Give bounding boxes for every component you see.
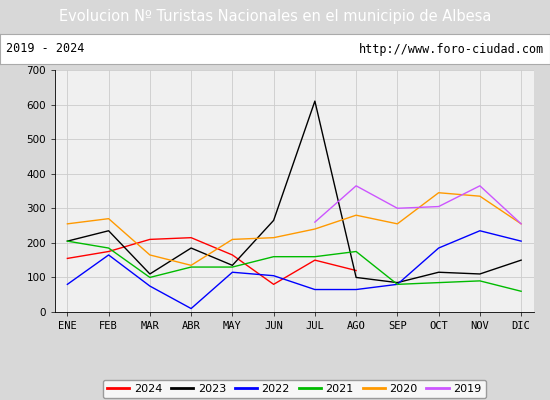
Text: 2019 - 2024: 2019 - 2024 [6, 42, 84, 56]
Text: Evolucion Nº Turistas Nacionales en el municipio de Albesa: Evolucion Nº Turistas Nacionales en el m… [59, 10, 491, 24]
Legend: 2024, 2023, 2022, 2021, 2020, 2019: 2024, 2023, 2022, 2021, 2020, 2019 [103, 380, 486, 398]
Text: http://www.foro-ciudad.com: http://www.foro-ciudad.com [359, 42, 544, 56]
